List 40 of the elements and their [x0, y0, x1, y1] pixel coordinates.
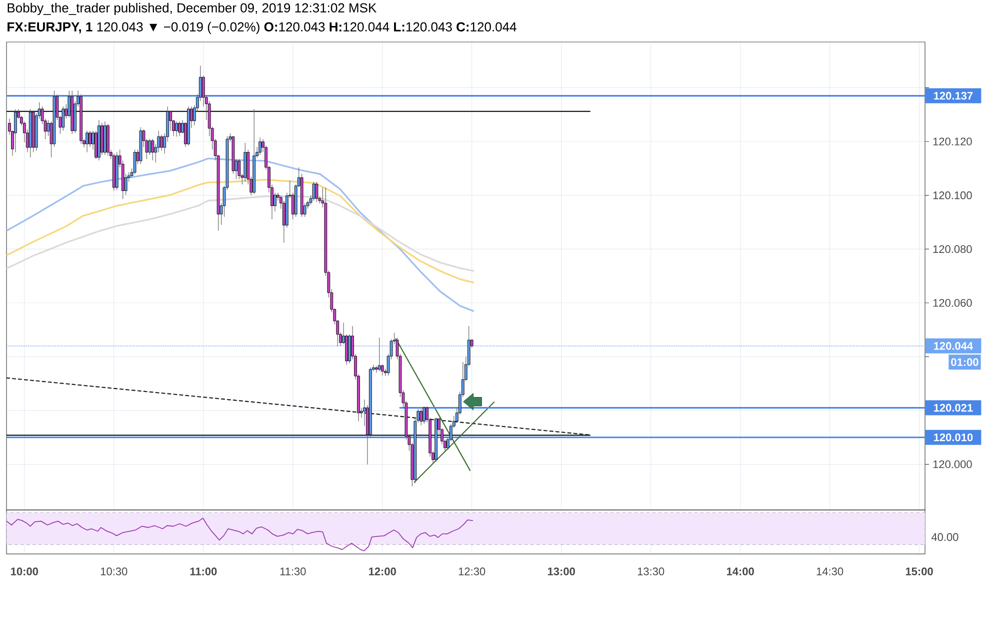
candlestick: [88, 130, 92, 148]
x-tick-label: 14:30: [816, 568, 844, 576]
candlestick: [422, 406, 426, 424]
x-tick-label: 14:00: [726, 568, 754, 576]
chart-title: Bobby_the_trader published, December 09, 2019 12:31:02 MSK: [8, 2, 377, 16]
y-tick-label: 120.100: [933, 191, 972, 200]
ref-line-label: 120.044: [934, 342, 974, 350]
candlestick: [312, 182, 316, 201]
text: FX:EURJPY, 1 120.043 ▼ −0.019 (−0.02%) O:120.043 H:120.044 L:120.043 C:120.044: [8, 22, 516, 34]
candlestick: [133, 149, 136, 174]
y-tick-label: 120.120: [933, 138, 972, 146]
line-series: [6, 196, 474, 272]
line-series: [6, 178, 474, 284]
candlestick: [420, 408, 423, 426]
x-tick-label: 13:00: [548, 568, 575, 576]
x-tick-label: 11:00: [190, 568, 217, 576]
x-tick-label: 15:00: [906, 568, 933, 576]
text: 40.00: [931, 533, 958, 541]
y-tick-label: 120.080: [933, 245, 972, 253]
candlestick: [160, 134, 164, 152]
candlestick: [315, 182, 318, 202]
candlestick: [175, 121, 178, 137]
y-tick-label: 120.060: [933, 299, 972, 307]
candlestick: [151, 138, 154, 161]
x-tick-label: 13:30: [638, 568, 664, 576]
text: 01:00: [951, 358, 978, 366]
x-tick-label: 11:30: [280, 568, 306, 576]
candlestick: [378, 337, 381, 372]
ref-line-label: 120.010: [934, 433, 973, 442]
x-tick-label: 10:30: [100, 568, 128, 576]
series-label: 120.021: [934, 404, 973, 412]
candlestick: [148, 138, 152, 156]
x-tick-label: 10:00: [11, 568, 38, 576]
x-tick-label: 12:00: [368, 568, 396, 576]
candlestick: [86, 130, 88, 153]
x-tick-label: 12:30: [458, 568, 486, 576]
y-tick-label: 120.000: [933, 460, 972, 468]
candlestick: [178, 121, 181, 136]
candlestick: [258, 137, 262, 156]
ref-line-label: 120.137: [934, 92, 973, 100]
